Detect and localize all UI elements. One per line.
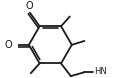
Text: O: O xyxy=(25,1,33,11)
Text: HN: HN xyxy=(93,67,106,76)
Text: O: O xyxy=(5,40,12,50)
